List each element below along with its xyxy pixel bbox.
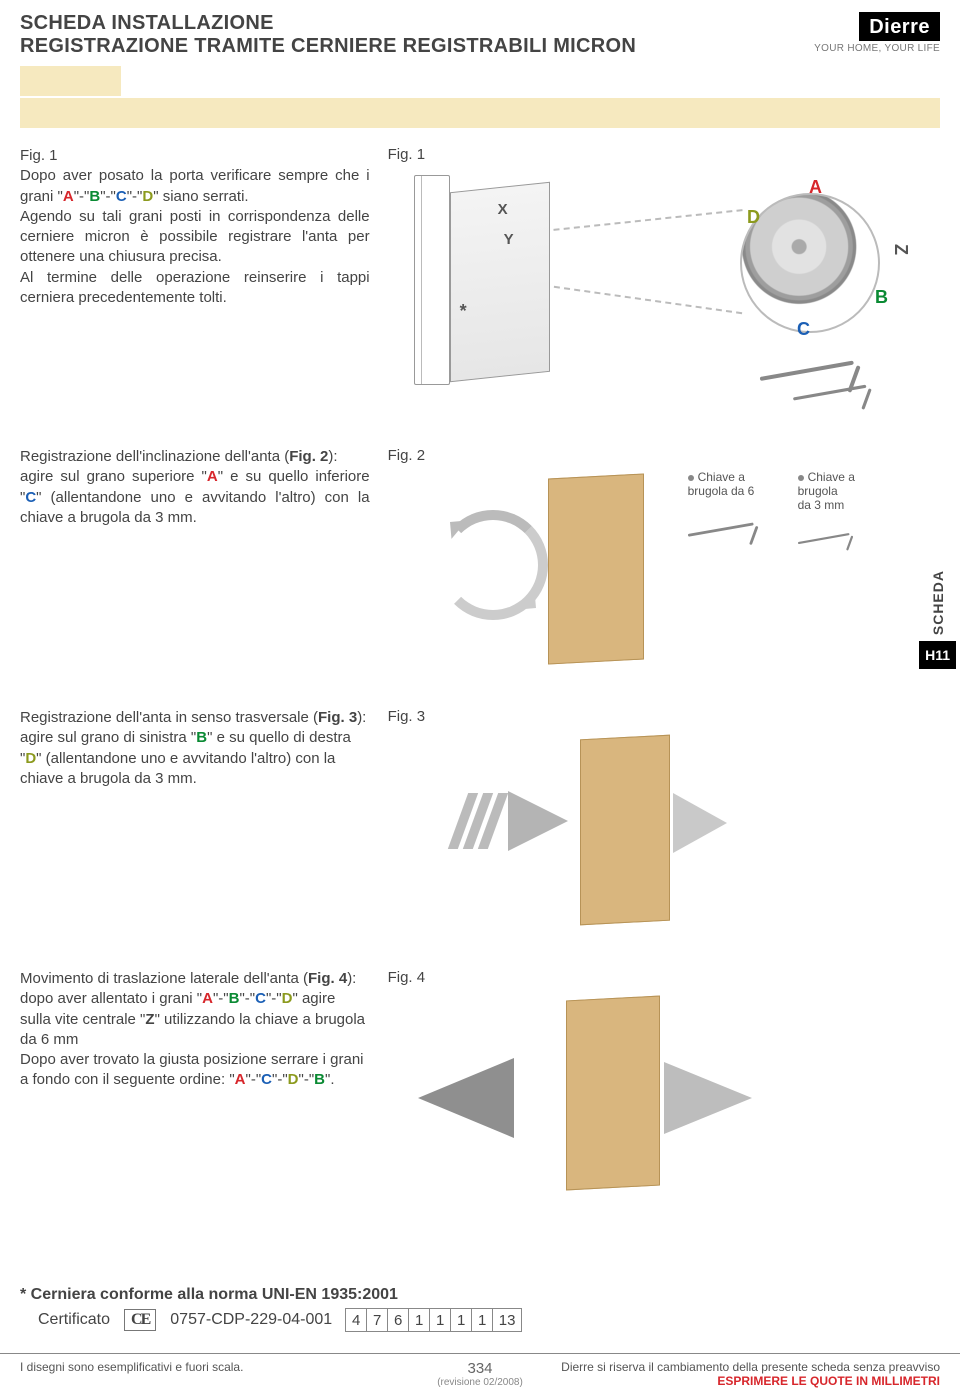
- cert-char: 7: [366, 1308, 388, 1332]
- fig3-label: Fig. 3: [388, 708, 940, 725]
- fig1-label-text: Fig. 1: [20, 146, 370, 166]
- fig4-label: Fig. 4: [388, 969, 940, 986]
- arrow-right-icon: [508, 791, 568, 851]
- cert-char: 1: [471, 1308, 493, 1332]
- fig1-para1: Dopo aver posato la porta verificare sem…: [20, 166, 370, 207]
- label-a: A: [809, 177, 822, 198]
- footer-right: Dierre si riserva il cambiamento della p…: [561, 1360, 940, 1388]
- fig1-para3: Al termine delle operazione reinserire i…: [20, 268, 370, 309]
- footer-disclaimer: Dierre si riserva il cambiamento della p…: [561, 1360, 940, 1374]
- label-d: D: [747, 207, 760, 228]
- fig2-para: Registrazione dell'inclinazione dell'ant…: [20, 447, 370, 528]
- arrow-left-icon: [418, 1058, 514, 1138]
- logo-tagline: YOUR HOME, YOUR LIFE: [814, 43, 940, 54]
- door-panel-icon: [566, 996, 660, 1191]
- hinge-ring-callout: [740, 193, 880, 333]
- cert-number: 0757-CDP-229-04-001: [170, 1311, 332, 1329]
- fig2-diagram: Chiave a brugola da 6 Chiave a brugola d…: [388, 470, 940, 670]
- footer: I disegni sono esemplificativi e fuori s…: [0, 1353, 960, 1398]
- cert-char: 4: [345, 1308, 367, 1332]
- section-fig3: Registrazione dell'anta in senso trasver…: [20, 708, 940, 931]
- certification-block: * Cerniera conforme alla norma UNI-EN 19…: [20, 1286, 940, 1332]
- fig4-diagram: [388, 992, 940, 1202]
- cert-details: Certificato CE 0757-CDP-229-04-001 47611…: [38, 1308, 940, 1332]
- fig3-para: Registrazione dell'anta in senso trasver…: [20, 708, 370, 789]
- fig1-label: Fig. 1: [388, 146, 940, 163]
- section-fig4: Movimento di traslazione laterale dell'a…: [20, 969, 940, 1202]
- footer-units: ESPRIMERE LE QUOTE IN MILLIMETRI: [561, 1374, 940, 1388]
- fig1-diagram: A D Z B C X Y *: [388, 169, 940, 409]
- callout-dash-line: [553, 209, 742, 231]
- section-fig2: Registrazione dell'inclinazione dell'ant…: [20, 447, 940, 670]
- fig2-diagram-col: Fig. 2 Chiave a brugola da 6 Chiave a br…: [388, 447, 940, 670]
- door-panel-icon: [580, 735, 670, 926]
- footer-center: 334 (revisione 02/2008): [437, 1360, 523, 1388]
- cert-char: 1: [429, 1308, 451, 1332]
- callout-dash-line: [553, 286, 741, 314]
- footer-left: I disegni sono esemplificativi e fuori s…: [20, 1360, 243, 1374]
- arrow-right-icon: [673, 793, 727, 853]
- ce-mark-icon: CE: [124, 1309, 156, 1331]
- decorative-bars: [20, 66, 940, 128]
- hex-key-icon: [793, 366, 887, 403]
- cert-char-boxes: 476111113: [346, 1308, 522, 1332]
- key-legend-6mm: Chiave a brugola da 6: [688, 470, 778, 554]
- fig4-diagram-col: Fig. 4: [388, 969, 940, 1202]
- hinge-profile-icon: [414, 175, 450, 385]
- label-star: *: [460, 301, 467, 322]
- fig3-diagram: [388, 731, 940, 931]
- fig2-text: Registrazione dell'inclinazione dell'ant…: [20, 447, 370, 528]
- side-tab-code: H11: [919, 641, 956, 669]
- key-legend-3mm: Chiave a brugola da 3 mm: [798, 470, 888, 568]
- cert-label: Certificato: [38, 1311, 110, 1329]
- label-x: X: [498, 201, 508, 218]
- cert-char: 1: [450, 1308, 472, 1332]
- fig3-text: Registrazione dell'anta in senso trasver…: [20, 708, 370, 789]
- fig1-para2: Agendo su tali grani posti in corrispond…: [20, 207, 370, 268]
- side-tab: SCHEDA H11: [919, 570, 956, 669]
- cert-char: 6: [387, 1308, 409, 1332]
- fig2-label: Fig. 2: [388, 447, 940, 464]
- title-line-2: REGISTRAZIONE TRAMITE CERNIERE REGISTRAB…: [20, 35, 636, 58]
- page-title: SCHEDA INSTALLAZIONE REGISTRAZIONE TRAMI…: [20, 12, 636, 58]
- revision: (revisione 02/2008): [437, 1377, 523, 1388]
- title-line-1: SCHEDA INSTALLAZIONE: [20, 12, 636, 35]
- fig1-text: Fig. 1 Dopo aver posato la porta verific…: [20, 146, 370, 308]
- page-number: 334: [437, 1360, 523, 1377]
- door-panel-icon: [548, 473, 644, 664]
- arrow-right-icon: [664, 1062, 752, 1134]
- label-b: B: [875, 287, 888, 308]
- fig3-diagram-col: Fig. 3: [388, 708, 940, 931]
- side-tab-label: SCHEDA: [930, 570, 946, 635]
- header: SCHEDA INSTALLAZIONE REGISTRAZIONE TRAMI…: [20, 12, 940, 58]
- fig1-diagram-col: Fig. 1 A D Z B C X Y *: [388, 146, 940, 409]
- section-fig1: Fig. 1 Dopo aver posato la porta verific…: [20, 146, 940, 409]
- cert-char: 13: [492, 1308, 522, 1332]
- fig4-para: Movimento di traslazione laterale dell'a…: [20, 969, 370, 1091]
- rotation-arrow-icon: [438, 510, 548, 620]
- cert-char: 1: [408, 1308, 430, 1332]
- label-y: Y: [504, 231, 514, 248]
- label-z: Z: [890, 244, 911, 255]
- cert-norm: * Cerniera conforme alla norma UNI-EN 19…: [20, 1286, 940, 1304]
- brand-logo: Dierre YOUR HOME, YOUR LIFE: [814, 12, 940, 54]
- logo-text: Dierre: [859, 12, 940, 41]
- motion-stripes-icon: [458, 793, 498, 849]
- fig4-text: Movimento di traslazione laterale dell'a…: [20, 969, 370, 1091]
